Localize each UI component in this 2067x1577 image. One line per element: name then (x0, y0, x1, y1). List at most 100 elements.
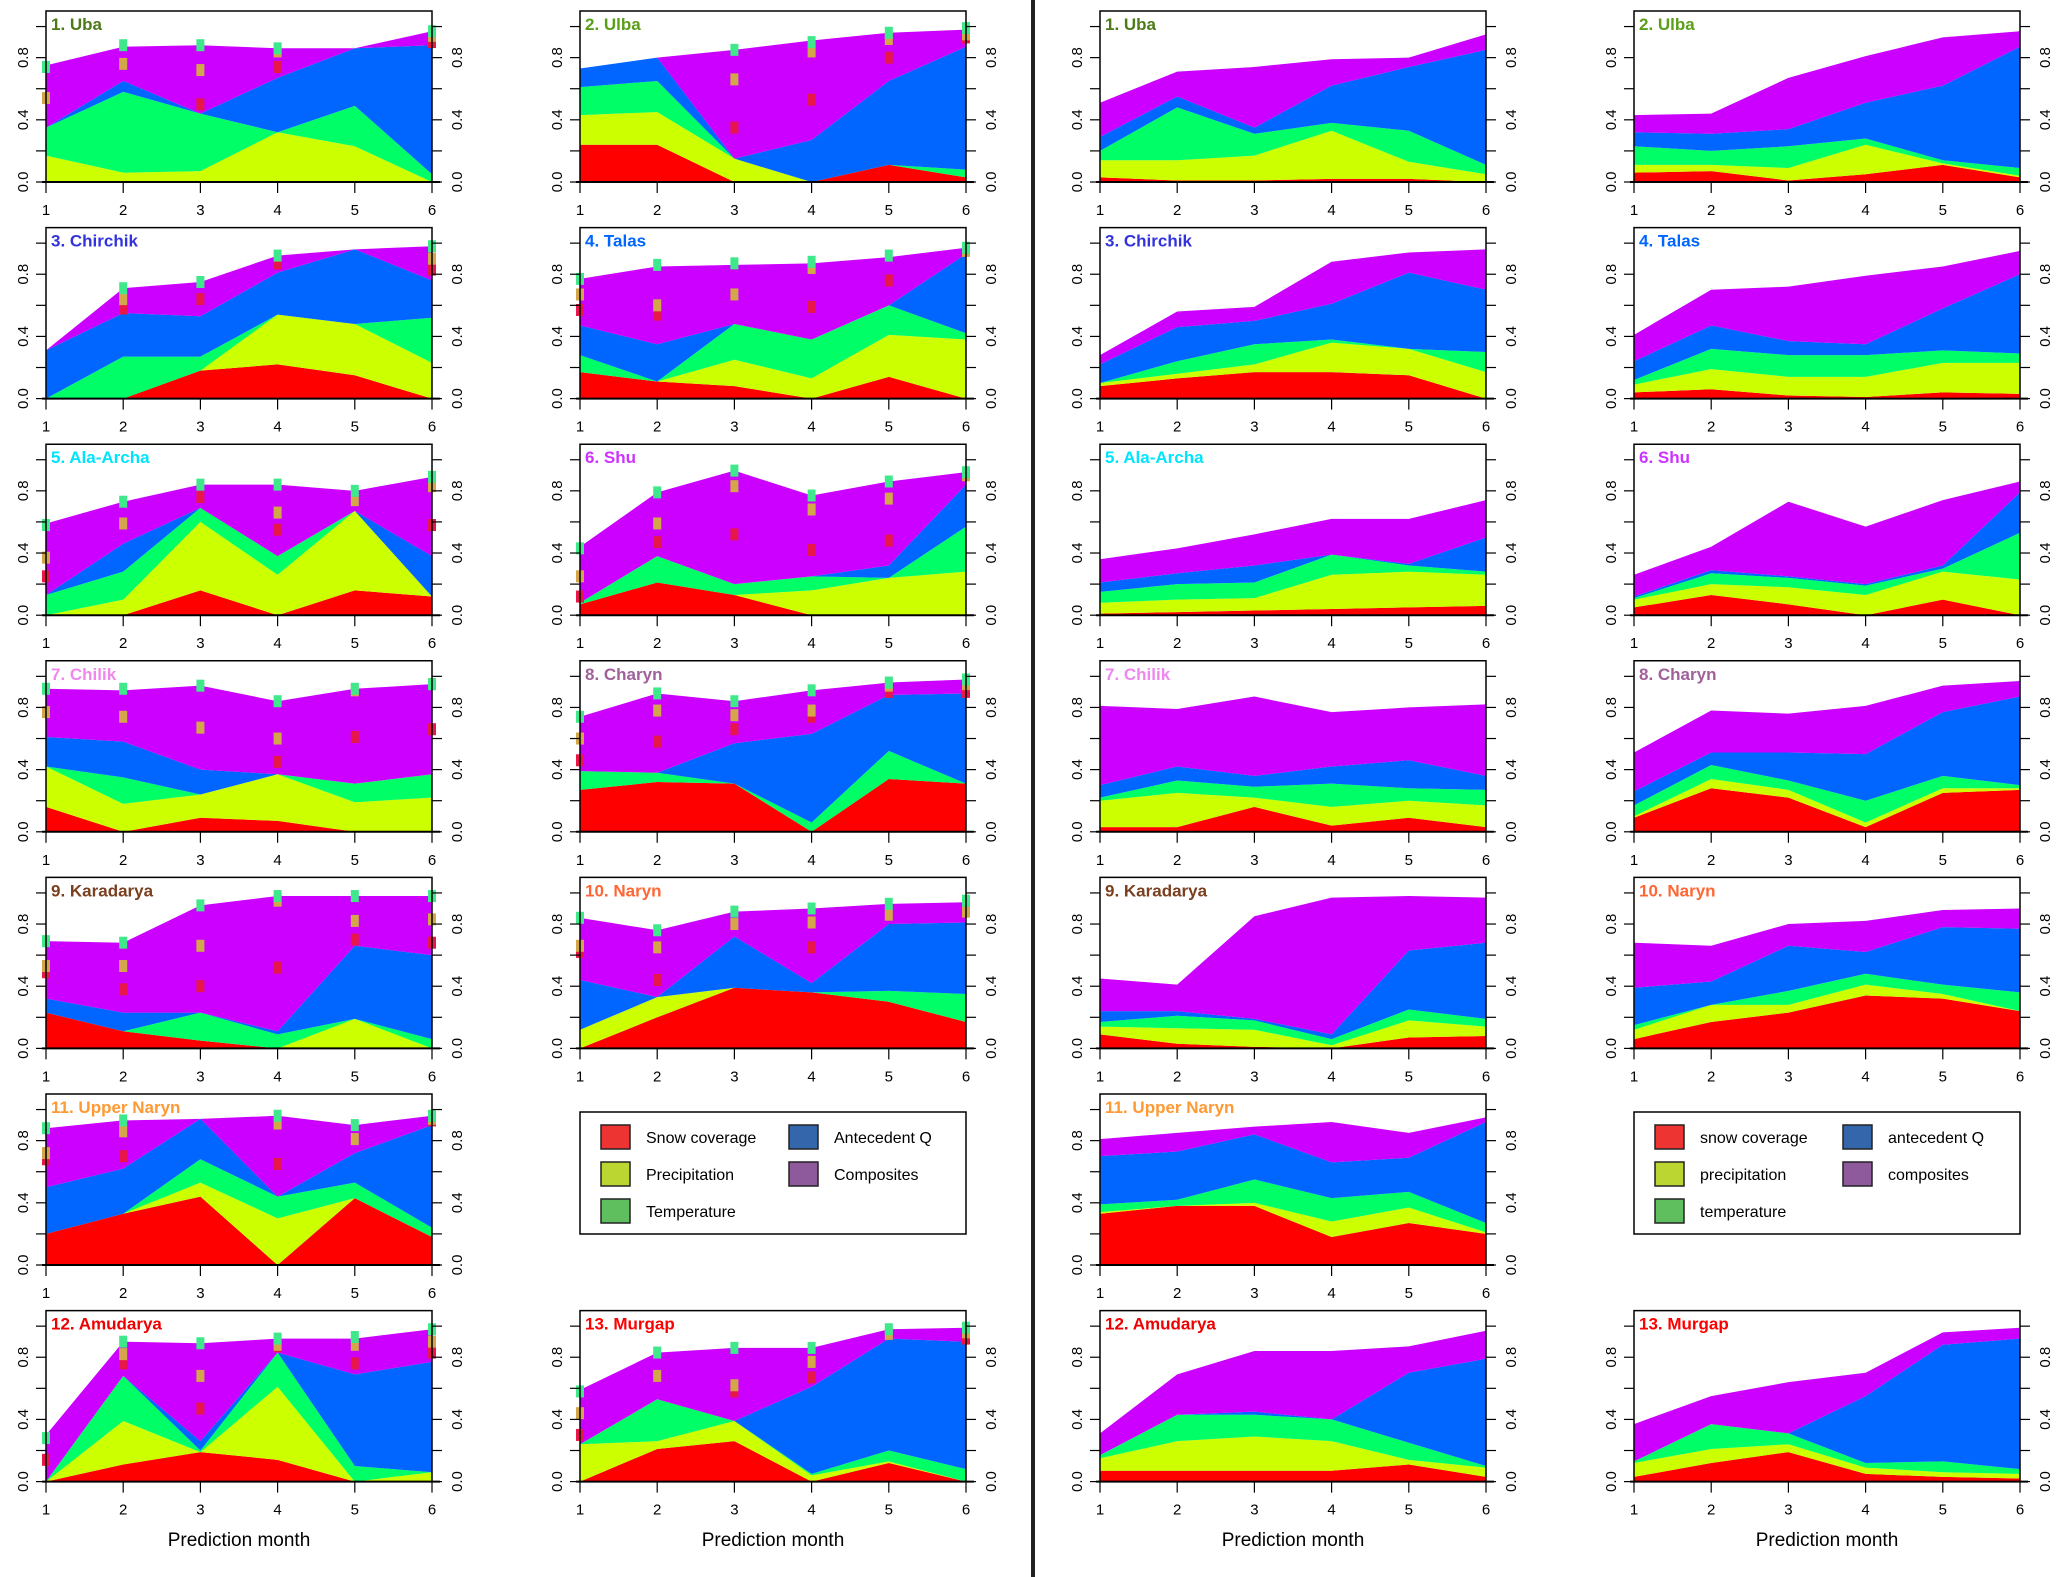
antecedent-q-area (46, 45, 432, 175)
temperature-area (580, 1399, 966, 1482)
y-tick-label: 0.8 (15, 480, 32, 501)
y-tick-label-right: 0.0 (1503, 1038, 1520, 1059)
x-tick-label: 2 (1707, 635, 1715, 652)
precipitation-area (1634, 144, 2020, 181)
y-tick-label-right: 0.8 (1503, 914, 1520, 935)
antecedent-q-area (1634, 492, 2020, 599)
y-tick-label-right: 0.4 (1503, 759, 1520, 780)
x-tick-label: 5 (351, 202, 359, 219)
x-tick-label: 1 (576, 419, 584, 436)
temperature-area (1100, 1414, 1486, 1468)
y-tick-label-right: 0.0 (2037, 821, 2054, 842)
tan-marker (730, 288, 739, 301)
precipitation-area (580, 987, 966, 1049)
x-tick-label: 5 (351, 419, 359, 436)
snow-coverage-area (1634, 389, 2020, 399)
red-marker (884, 51, 893, 64)
green-marker (273, 42, 282, 55)
x-tick-label: 5 (351, 1068, 359, 1085)
x-tick-label: 4 (1327, 1502, 1335, 1519)
y-tick-label: 0.4 (1069, 759, 1086, 780)
red-marker (196, 980, 205, 993)
panel-4: 0.0 0.0 0.4 0.4 0.8 0.8 1 2 3 4 5 6 4. Talas (1603, 226, 2054, 436)
y-tick-label: 0.4 (15, 976, 32, 997)
green-marker (119, 682, 128, 695)
y-tick-label: 0.0 (15, 605, 32, 626)
temperature-area (1100, 1009, 1486, 1046)
plot-frame (1099, 1309, 1487, 1482)
x-tick-label: 2 (1173, 1068, 1181, 1085)
y-tick-label: 0.0 (15, 172, 32, 193)
panel-title: 7. Chilik (1105, 665, 1171, 684)
y-tick-label-right: 0.4 (1503, 1192, 1520, 1213)
x-tick-label: 1 (576, 1502, 584, 1519)
panel-title: 13. Murgap (585, 1315, 675, 1334)
green-marker (884, 26, 893, 39)
tan-marker (119, 293, 128, 306)
y-tick-label-right: 0.0 (449, 1471, 466, 1492)
red-marker (884, 274, 893, 287)
y-tick-label: 0.4 (15, 1409, 32, 1430)
green-marker (196, 1337, 205, 1350)
tan-marker (653, 1369, 662, 1382)
tan-marker (119, 57, 128, 70)
x-tick-label: 6 (2016, 1068, 2024, 1085)
x-tick-label: 6 (2016, 1502, 2024, 1519)
green-marker (273, 1332, 282, 1345)
y-tick-label: 0.8 (549, 264, 566, 285)
y-tick-label: 0.4 (549, 1409, 566, 1430)
tan-marker (807, 45, 816, 58)
tan-marker (807, 262, 816, 275)
legend-label: Snow coverage (646, 1130, 756, 1147)
antecedent-q-area (1634, 927, 2020, 1026)
green-marker (350, 1331, 359, 1344)
y-tick-label-right: 0.8 (2037, 480, 2054, 501)
legend-label: temperature (1700, 1204, 1786, 1221)
y-tick-label-right: 0.4 (2037, 109, 2054, 130)
y-tick-label-right: 0.4 (2037, 543, 2054, 564)
green-marker (119, 282, 128, 295)
antecedent-q-area (580, 484, 966, 603)
green-marker (119, 1114, 128, 1127)
antecedent-q-area (1634, 274, 2020, 380)
y-tick-label: 0.0 (15, 821, 32, 842)
y-tick-label: 0.0 (1069, 172, 1086, 193)
green-marker (273, 1109, 282, 1122)
green-marker (730, 43, 739, 56)
y-tick-label: 0.4 (15, 326, 32, 347)
x-tick-label: 2 (1173, 635, 1181, 652)
y-tick-label: 0.8 (1603, 1347, 1620, 1368)
y-tick-label-right: 0.4 (2037, 1409, 2054, 1430)
x-tick-label: 1 (42, 852, 50, 869)
snow-coverage-area (1100, 372, 1486, 399)
snow-coverage-area (46, 1196, 432, 1265)
tan-marker (119, 960, 128, 973)
x-tick-label: 3 (196, 1502, 204, 1519)
x-tick-label: 1 (42, 202, 50, 219)
x-tick-label: 5 (1939, 1502, 1947, 1519)
snow-coverage-area (46, 364, 432, 399)
temperature-area (1634, 348, 2020, 385)
x-tick-label: 3 (1250, 202, 1258, 219)
x-tick-label: 1 (1630, 852, 1638, 869)
tan-marker (653, 517, 662, 530)
green-marker (653, 924, 662, 937)
temperature-area (1634, 1424, 2020, 1474)
green-marker (884, 676, 893, 689)
panel-title: 5. Ala-Archa (51, 448, 150, 467)
green-marker (273, 695, 282, 708)
y-tick-label-right: 0.0 (2037, 388, 2054, 409)
x-tick-label: 3 (196, 1285, 204, 1302)
x-tick-label: 3 (1250, 1502, 1258, 1519)
composites-area (1100, 896, 1486, 1035)
panel-title: 11. Upper Naryn (1105, 1098, 1234, 1117)
x-tick-label: 4 (1327, 852, 1335, 869)
panel-3: 0.0 0.0 0.4 0.4 0.8 0.8 1 2 3 4 5 6 3. Chirchik (1069, 226, 1520, 436)
y-tick-label: 0.4 (1603, 759, 1620, 780)
y-tick-label-right: 0.8 (449, 697, 466, 718)
precipitation-area (46, 1012, 432, 1049)
x-tick-label: 3 (1250, 419, 1258, 436)
green-marker (653, 687, 662, 700)
snow-coverage-area (46, 806, 432, 832)
panel-title: 6. Shu (1639, 448, 1690, 467)
